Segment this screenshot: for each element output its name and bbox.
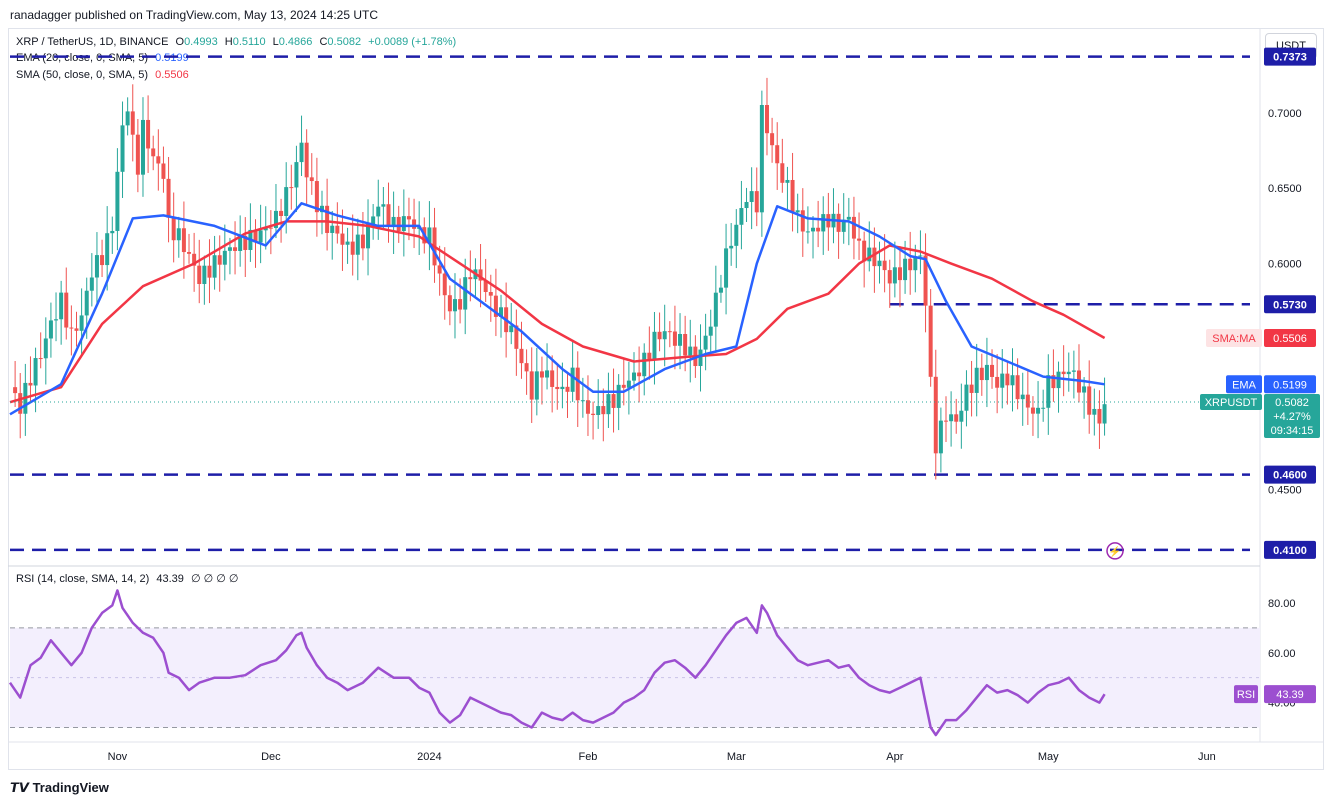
rsi-legend-value: 43.39 bbox=[156, 573, 184, 585]
chart-frame bbox=[8, 28, 1324, 770]
change-value: +0.0089 (+1.78%) bbox=[368, 36, 457, 48]
rsi-legend-label: RSI (14, close, SMA, 14, 2) bbox=[16, 573, 150, 585]
high-value: 0.5110 bbox=[232, 36, 266, 48]
close-value: 0.5082 bbox=[327, 36, 362, 48]
open-value: 0.4993 bbox=[184, 36, 218, 48]
sma-legend: SMA (50, close, 0, SMA, 5) 0.5506 bbox=[16, 69, 189, 81]
brand-label: TradingView bbox=[32, 780, 109, 795]
rsi-legend: RSI (14, close, SMA, 14, 2) 43.39 ∅ ∅ ∅ … bbox=[16, 572, 238, 585]
tradingview-logo[interactable]: 𝙏𝙑 TradingView bbox=[10, 780, 109, 796]
ema-legend-label: EMA (20, close, 0, SMA, 5) bbox=[16, 52, 149, 64]
symbol-title: XRP / TetherUS, 1D, BINANCE bbox=[16, 36, 169, 48]
high-label: H bbox=[224, 36, 233, 48]
symbol-legend: XRP / TetherUS, 1D, BINANCE O0.4993 H0.5… bbox=[16, 36, 456, 48]
currency-button[interactable]: USDT bbox=[1265, 33, 1317, 59]
tv-logo-icon: 𝙏𝙑 bbox=[10, 780, 29, 795]
low-label: L bbox=[272, 36, 279, 48]
low-value: 0.4866 bbox=[278, 36, 313, 48]
ema-legend: EMA (20, close, 0, SMA, 5) 0.5199 bbox=[16, 52, 189, 64]
ema-legend-value: 0.5199 bbox=[155, 52, 189, 64]
publisher-line: ranadagger published on TradingView.com,… bbox=[10, 8, 379, 22]
sma-legend-label: SMA (50, close, 0, SMA, 5) bbox=[16, 69, 149, 81]
sma-legend-value: 0.5506 bbox=[155, 69, 189, 81]
rsi-legend-extra: ∅ ∅ ∅ ∅ bbox=[190, 573, 239, 585]
close-label: C bbox=[319, 36, 328, 48]
open-label: O bbox=[175, 36, 185, 48]
